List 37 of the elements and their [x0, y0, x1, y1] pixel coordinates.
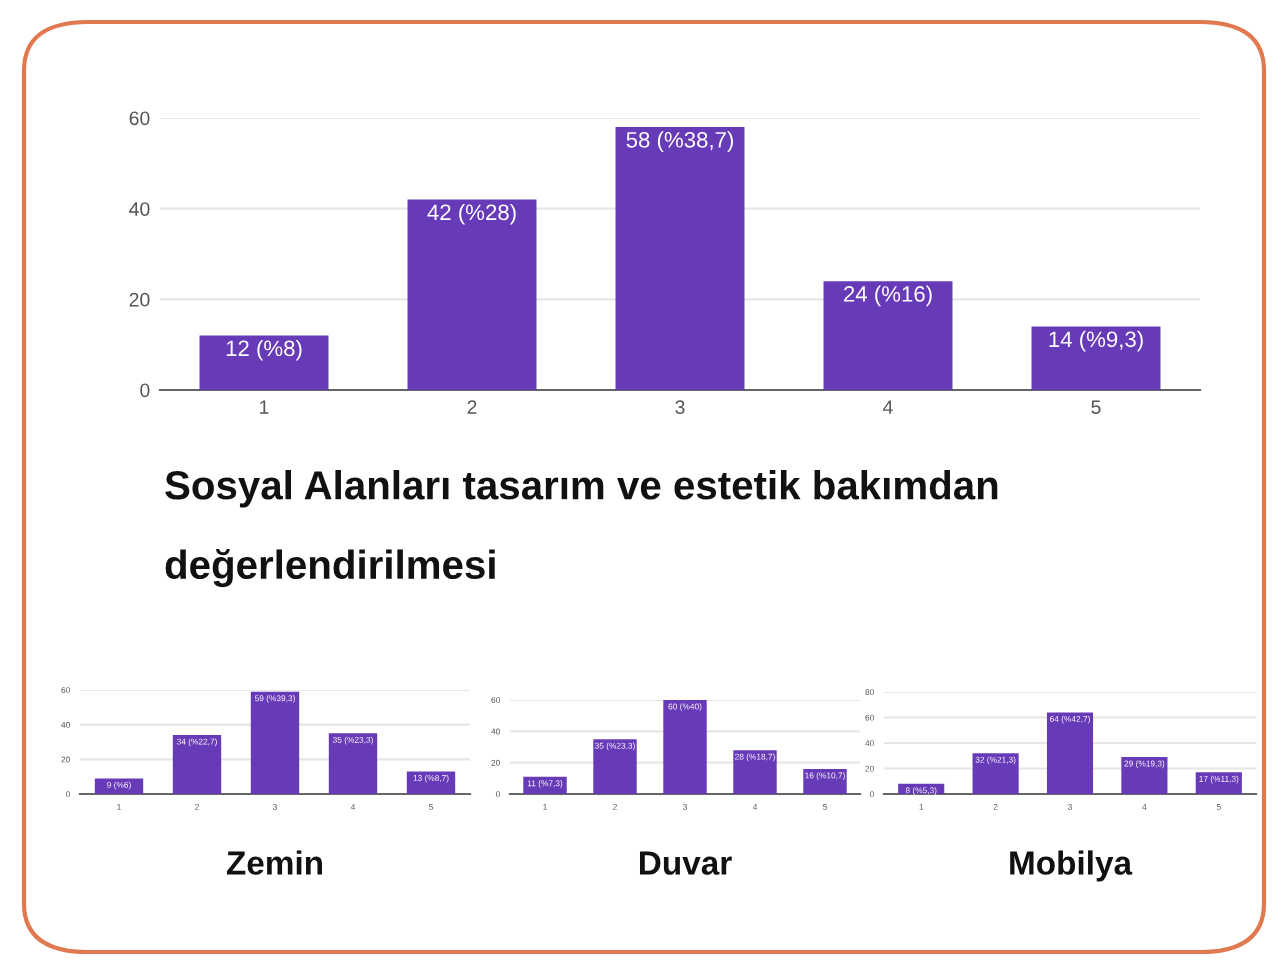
x-axis-title: Mobilya	[1010, 850, 1133, 882]
data-label: 58 (%38,7)	[626, 131, 733, 153]
x-axis-title: Duvar	[639, 851, 732, 875]
data-label: 42 (%28)	[427, 203, 516, 225]
bar	[972, 753, 1019, 794]
x-axis-title: Zemin	[226, 850, 323, 875]
bar	[172, 735, 222, 794]
x-tick-label: 2	[467, 400, 477, 414]
y-tick-label: 40	[129, 202, 150, 216]
y-tick-label: 0	[140, 383, 150, 398]
bar	[593, 739, 637, 794]
bar	[328, 733, 378, 794]
bar	[1121, 757, 1168, 794]
x-tick-label: 4	[883, 400, 893, 414]
y-tick-label: 20	[129, 292, 150, 307]
data-label: 24 (%16)	[844, 285, 932, 307]
bar	[615, 127, 745, 390]
data-label: 12 (%8)	[226, 339, 302, 361]
bar	[803, 768, 847, 794]
bar	[1195, 772, 1242, 794]
bar	[199, 335, 329, 390]
x-tick-label: 5	[1091, 400, 1101, 414]
bar	[94, 778, 144, 794]
bar	[523, 776, 567, 794]
y-tick-label: 60	[129, 111, 150, 126]
bar	[663, 700, 707, 794]
bar	[406, 771, 456, 794]
bar	[1046, 712, 1094, 794]
x-tick-label: 3	[675, 400, 685, 414]
text: Sosyal Alanları tasarım ve estetik bakımdan değerlendirilmesi	[165, 470, 998, 588]
bar	[1031, 326, 1161, 390]
bar	[250, 691, 300, 794]
x-tick-label: 1	[260, 400, 269, 414]
data-label: 14 (%9,3)	[1049, 330, 1143, 352]
bar	[733, 750, 777, 794]
bar	[823, 281, 953, 390]
bar	[407, 199, 537, 390]
